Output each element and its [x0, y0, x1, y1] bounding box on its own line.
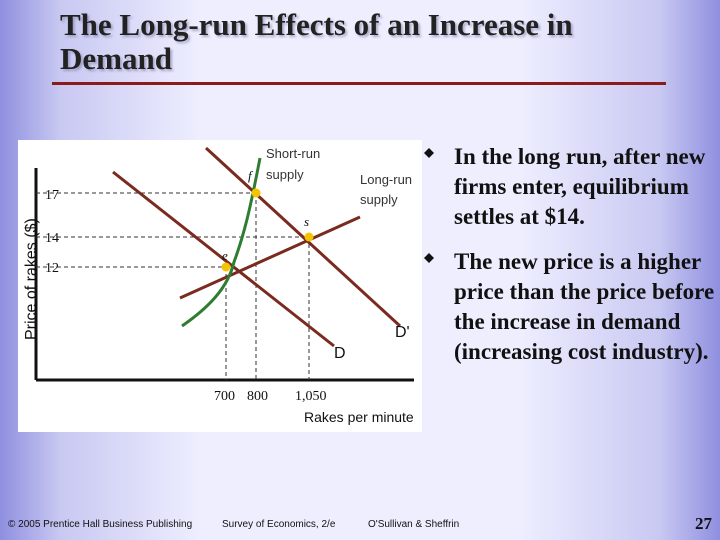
y-tick-12: 12: [45, 261, 59, 276]
demand-label: D: [334, 345, 346, 362]
slide-title: The Long-run Effects of an Increase in D…: [60, 7, 573, 76]
new-demand-curve: [204, 146, 402, 328]
y-tick-17: 17: [45, 188, 59, 203]
footer-authors: O'Sullivan & Sheffrin: [368, 519, 460, 530]
bullet-item: In the long run, after new firms enter, …: [424, 142, 716, 232]
bullet-text: The new price is a higher price than the…: [454, 249, 715, 364]
y-axis-title: Price of rakes ($): [23, 218, 40, 340]
point-e-marker: [221, 262, 231, 272]
demand-curve: [112, 170, 335, 348]
short-run-label-line2: supply: [266, 167, 304, 182]
guide-lines: [36, 192, 310, 380]
diamond-bullet-icon: [424, 148, 434, 158]
short-run-supply-label: Short-run supply: [266, 146, 324, 182]
bullet-text: In the long run, after new firms enter, …: [454, 144, 706, 229]
point-f-label: f: [248, 168, 254, 183]
title-underline: [52, 82, 666, 85]
point-f-marker: [251, 188, 261, 198]
page-number: 27: [695, 514, 712, 533]
new-demand-label: D': [395, 324, 410, 341]
short-run-supply-curve: [181, 157, 262, 328]
short-run-label-line1: Short-run: [266, 146, 320, 161]
footer-publisher: © 2005 Prentice Hall Business Publishing: [8, 519, 193, 530]
long-run-label-line2: supply: [360, 192, 398, 207]
y-tick-14: 14: [45, 231, 59, 246]
graph-canvas: e f s Short-run supply Long-run supply D…: [23, 146, 416, 425]
footer-book: Survey of Economics, 2/e: [222, 519, 336, 530]
point-s-label: s: [304, 214, 309, 229]
point-s-marker: [304, 232, 314, 242]
x-tick-700: 700: [214, 389, 235, 404]
x-axis-title: Rakes per minute: [304, 409, 414, 425]
bullet-item: The new price is a higher price than the…: [424, 247, 716, 367]
long-run-label-line1: Long-run: [360, 172, 412, 187]
long-run-supply-curve: [179, 215, 361, 300]
bullet-list: In the long run, after new firms enter, …: [424, 142, 716, 382]
x-tick-800: 800: [247, 389, 268, 404]
market-graph: e f s Short-run supply Long-run supply D…: [18, 140, 422, 432]
point-e-label: e: [222, 248, 228, 263]
long-run-supply-label: Long-run supply: [360, 172, 416, 207]
diamond-bullet-icon: [424, 253, 434, 263]
x-tick-1050: 1,050: [295, 389, 327, 404]
